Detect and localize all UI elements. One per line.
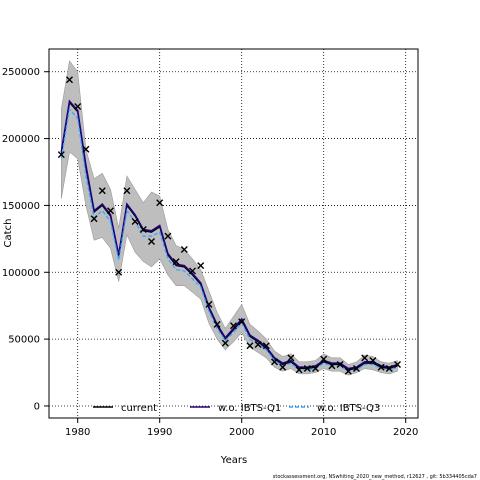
observed-point <box>139 225 147 233</box>
legend-item: current <box>93 403 157 414</box>
series-line-w-o-ibts-q3 <box>60 107 398 372</box>
observed-markers <box>57 76 401 375</box>
y-tick-label: 50000 <box>8 335 40 346</box>
x-tick-label: 2000 <box>229 427 254 438</box>
observed-point <box>213 320 221 328</box>
y-tick-label: 0 <box>34 401 40 412</box>
observed-point <box>320 355 328 363</box>
observed-point <box>336 361 344 369</box>
legend-label: w.o. IBTS-Q1 <box>218 403 281 414</box>
y-tick-label: 200000 <box>2 134 40 145</box>
observed-point <box>107 207 114 215</box>
y-axis: 0 50000 100000 150000 200000 250000 <box>2 67 49 412</box>
x-tick-label: 1990 <box>147 427 172 438</box>
observed-point <box>377 363 385 371</box>
observed-point <box>254 340 262 348</box>
observed-point <box>312 365 319 373</box>
observed-point <box>90 215 98 223</box>
observed-point <box>287 354 295 362</box>
observed-point <box>57 151 65 159</box>
legend-label: w.o. IBTS-Q3 <box>317 403 380 414</box>
observed-point <box>369 357 377 365</box>
observed-point <box>66 76 73 84</box>
x-tick-label: 2010 <box>311 427 336 438</box>
observed-point <box>262 342 270 350</box>
observed-point <box>156 199 164 207</box>
observed-point <box>295 366 303 374</box>
observed-point <box>279 363 287 371</box>
observed-point <box>172 258 180 266</box>
legend-item: w.o. IBTS-Q1 <box>190 403 281 414</box>
observed-point <box>180 246 188 254</box>
y-axis-title: Catch <box>3 219 14 248</box>
observed-point <box>303 365 311 373</box>
observed-point <box>394 361 401 369</box>
x-axis-title: Years <box>220 455 247 466</box>
x-tick-label: 1980 <box>65 427 90 438</box>
observed-point <box>238 318 246 326</box>
x-axis: 1980 1990 2000 2010 2020 <box>65 418 418 438</box>
observed-point <box>344 367 352 375</box>
observed-point <box>98 187 106 195</box>
observed-point <box>148 238 155 246</box>
observed-point <box>361 354 369 362</box>
y-tick-label: 150000 <box>2 201 40 212</box>
observed-point <box>353 365 360 373</box>
observed-point <box>82 145 90 153</box>
observed-point <box>230 322 237 330</box>
plot-frame <box>48 48 419 419</box>
observed-point <box>205 300 213 308</box>
observed-point <box>164 232 172 240</box>
y-tick-label: 250000 <box>2 67 40 78</box>
observed-point <box>115 268 123 276</box>
observed-point <box>246 342 254 350</box>
observed-point <box>131 217 139 225</box>
confidence-band <box>61 60 398 376</box>
confidence-band-area <box>61 60 398 376</box>
observed-point <box>189 267 196 275</box>
legend: current w.o. IBTS-Q1 w.o. IBTS-Q3 <box>93 403 380 414</box>
observed-point <box>221 339 229 347</box>
legend-label: current <box>121 403 157 414</box>
observed-point <box>385 365 393 373</box>
legend-item: w.o. IBTS-Q3 <box>289 403 380 414</box>
observed-point <box>74 102 82 110</box>
observed-point <box>328 362 336 370</box>
observed-point <box>123 187 131 195</box>
observed-point <box>271 358 278 366</box>
y-tick-label: 100000 <box>2 268 40 279</box>
x-tick-label: 2020 <box>393 427 418 438</box>
observed-point <box>197 262 205 270</box>
footer-note: stockassessment.org, NSwhiting_2020_new_… <box>273 474 477 480</box>
